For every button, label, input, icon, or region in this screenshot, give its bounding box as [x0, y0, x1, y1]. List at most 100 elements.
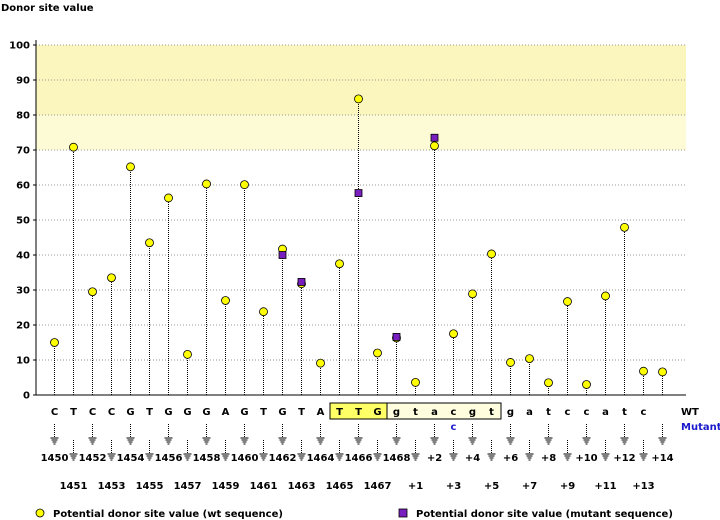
position-markers [50, 424, 667, 461]
y-tick-label-20: 20 [16, 321, 30, 332]
position-marker [278, 424, 287, 445]
wt-point [107, 273, 116, 283]
wt-point [221, 296, 230, 305]
base-label: t [622, 407, 627, 418]
sequence-highlight-boxes [329, 402, 502, 420]
wt-point [164, 193, 173, 203]
base-label: C [89, 407, 96, 418]
position-marker [582, 424, 591, 445]
position-label: 1465 [326, 481, 354, 492]
wt-point [525, 354, 534, 364]
position-label: +5 [484, 481, 499, 492]
position-label: +11 [594, 481, 616, 492]
legend-mutant-marker [398, 508, 408, 518]
wt-row-label: WT [681, 407, 699, 418]
position-label: +2 [427, 453, 442, 464]
y-axis-title: Donor site value [1, 3, 94, 14]
position-label: +8 [541, 453, 556, 464]
wt-point [202, 179, 211, 189]
y-tick-label-40: 40 [16, 251, 30, 262]
position-label: 1467 [364, 481, 392, 492]
position-label: +4 [465, 453, 480, 464]
position-label: 1453 [98, 481, 126, 492]
position-marker [107, 440, 116, 461]
position-label: +13 [632, 481, 654, 492]
y-tick-label-60: 60 [16, 181, 30, 192]
base-label: c [451, 407, 457, 418]
position-marker [354, 424, 363, 445]
position-marker [221, 440, 230, 461]
position-label: 1466 [345, 453, 373, 464]
position-label: +1 [408, 481, 423, 492]
wt-point [620, 222, 629, 232]
mutant-base-label: c [451, 422, 457, 433]
axes [35, 40, 686, 396]
base-label: T [146, 407, 153, 418]
position-label: +14 [651, 453, 673, 464]
wt-point [126, 162, 135, 172]
y-tick-label-10: 10 [16, 356, 30, 367]
position-label: 1455 [136, 481, 164, 492]
wt-point [468, 289, 477, 299]
y-tick-label-50: 50 [16, 216, 30, 227]
position-label: 1451 [60, 481, 88, 492]
wt-point [183, 349, 192, 359]
base-label: g [507, 407, 514, 418]
mutant-point [297, 278, 306, 286]
legend: Potential donor site value (wt sequence)… [35, 508, 673, 520]
base-label: G [373, 407, 381, 418]
legend-wt-label: Potential donor site value (wt sequence) [53, 509, 283, 520]
position-label: 1452 [79, 453, 107, 464]
position-marker [563, 440, 572, 461]
position-marker [601, 440, 610, 461]
mutant-point [392, 332, 401, 341]
position-marker [202, 424, 211, 445]
position-marker [620, 424, 629, 445]
wt-point [582, 380, 591, 389]
base-label: T [298, 407, 305, 418]
sequence-box-1 [386, 402, 502, 420]
mutant-point [354, 189, 363, 197]
position-marker [411, 440, 420, 461]
position-marker [525, 440, 534, 461]
base-label: g [393, 407, 400, 418]
base-label: C [51, 407, 58, 418]
y-tick-label-100: 100 [9, 41, 30, 52]
position-label: 1450 [41, 453, 69, 464]
wt-point [69, 142, 78, 152]
mutant-point [278, 251, 287, 259]
base-label: t [546, 407, 551, 418]
position-label: +3 [446, 481, 461, 492]
position-labels: 1450 1451 1452 1453 1454 1455 1456 1457 1458 1459… [41, 453, 674, 492]
base-label: a [431, 407, 438, 418]
wt-point [316, 358, 325, 368]
y-axis-ticks: 0 10 20 30 40 50 60 70 80 90 100 [9, 41, 36, 402]
position-label: +10 [575, 453, 597, 464]
position-marker [297, 440, 306, 461]
position-marker [468, 424, 477, 445]
base-label: G [183, 407, 191, 418]
base-label: G [278, 407, 286, 418]
position-label: +9 [560, 481, 575, 492]
position-marker [316, 424, 325, 445]
position-label: 1457 [174, 481, 202, 492]
base-label: t [489, 407, 494, 418]
position-marker [183, 440, 192, 461]
position-marker [639, 440, 648, 461]
wt-point [639, 366, 648, 376]
wt-point [373, 348, 382, 358]
position-label: 1456 [155, 453, 183, 464]
position-marker [392, 424, 401, 445]
position-marker [259, 440, 268, 461]
wt-point [411, 377, 420, 387]
base-label: a [526, 407, 533, 418]
gridlines [36, 44, 686, 361]
base-label: G [240, 407, 248, 418]
position-marker [487, 440, 496, 461]
wt-point [145, 238, 154, 248]
mutant-row-label: Mutant [681, 422, 720, 433]
base-label: T [355, 407, 362, 418]
position-label: 1458 [193, 453, 221, 464]
base-label: c [565, 407, 571, 418]
